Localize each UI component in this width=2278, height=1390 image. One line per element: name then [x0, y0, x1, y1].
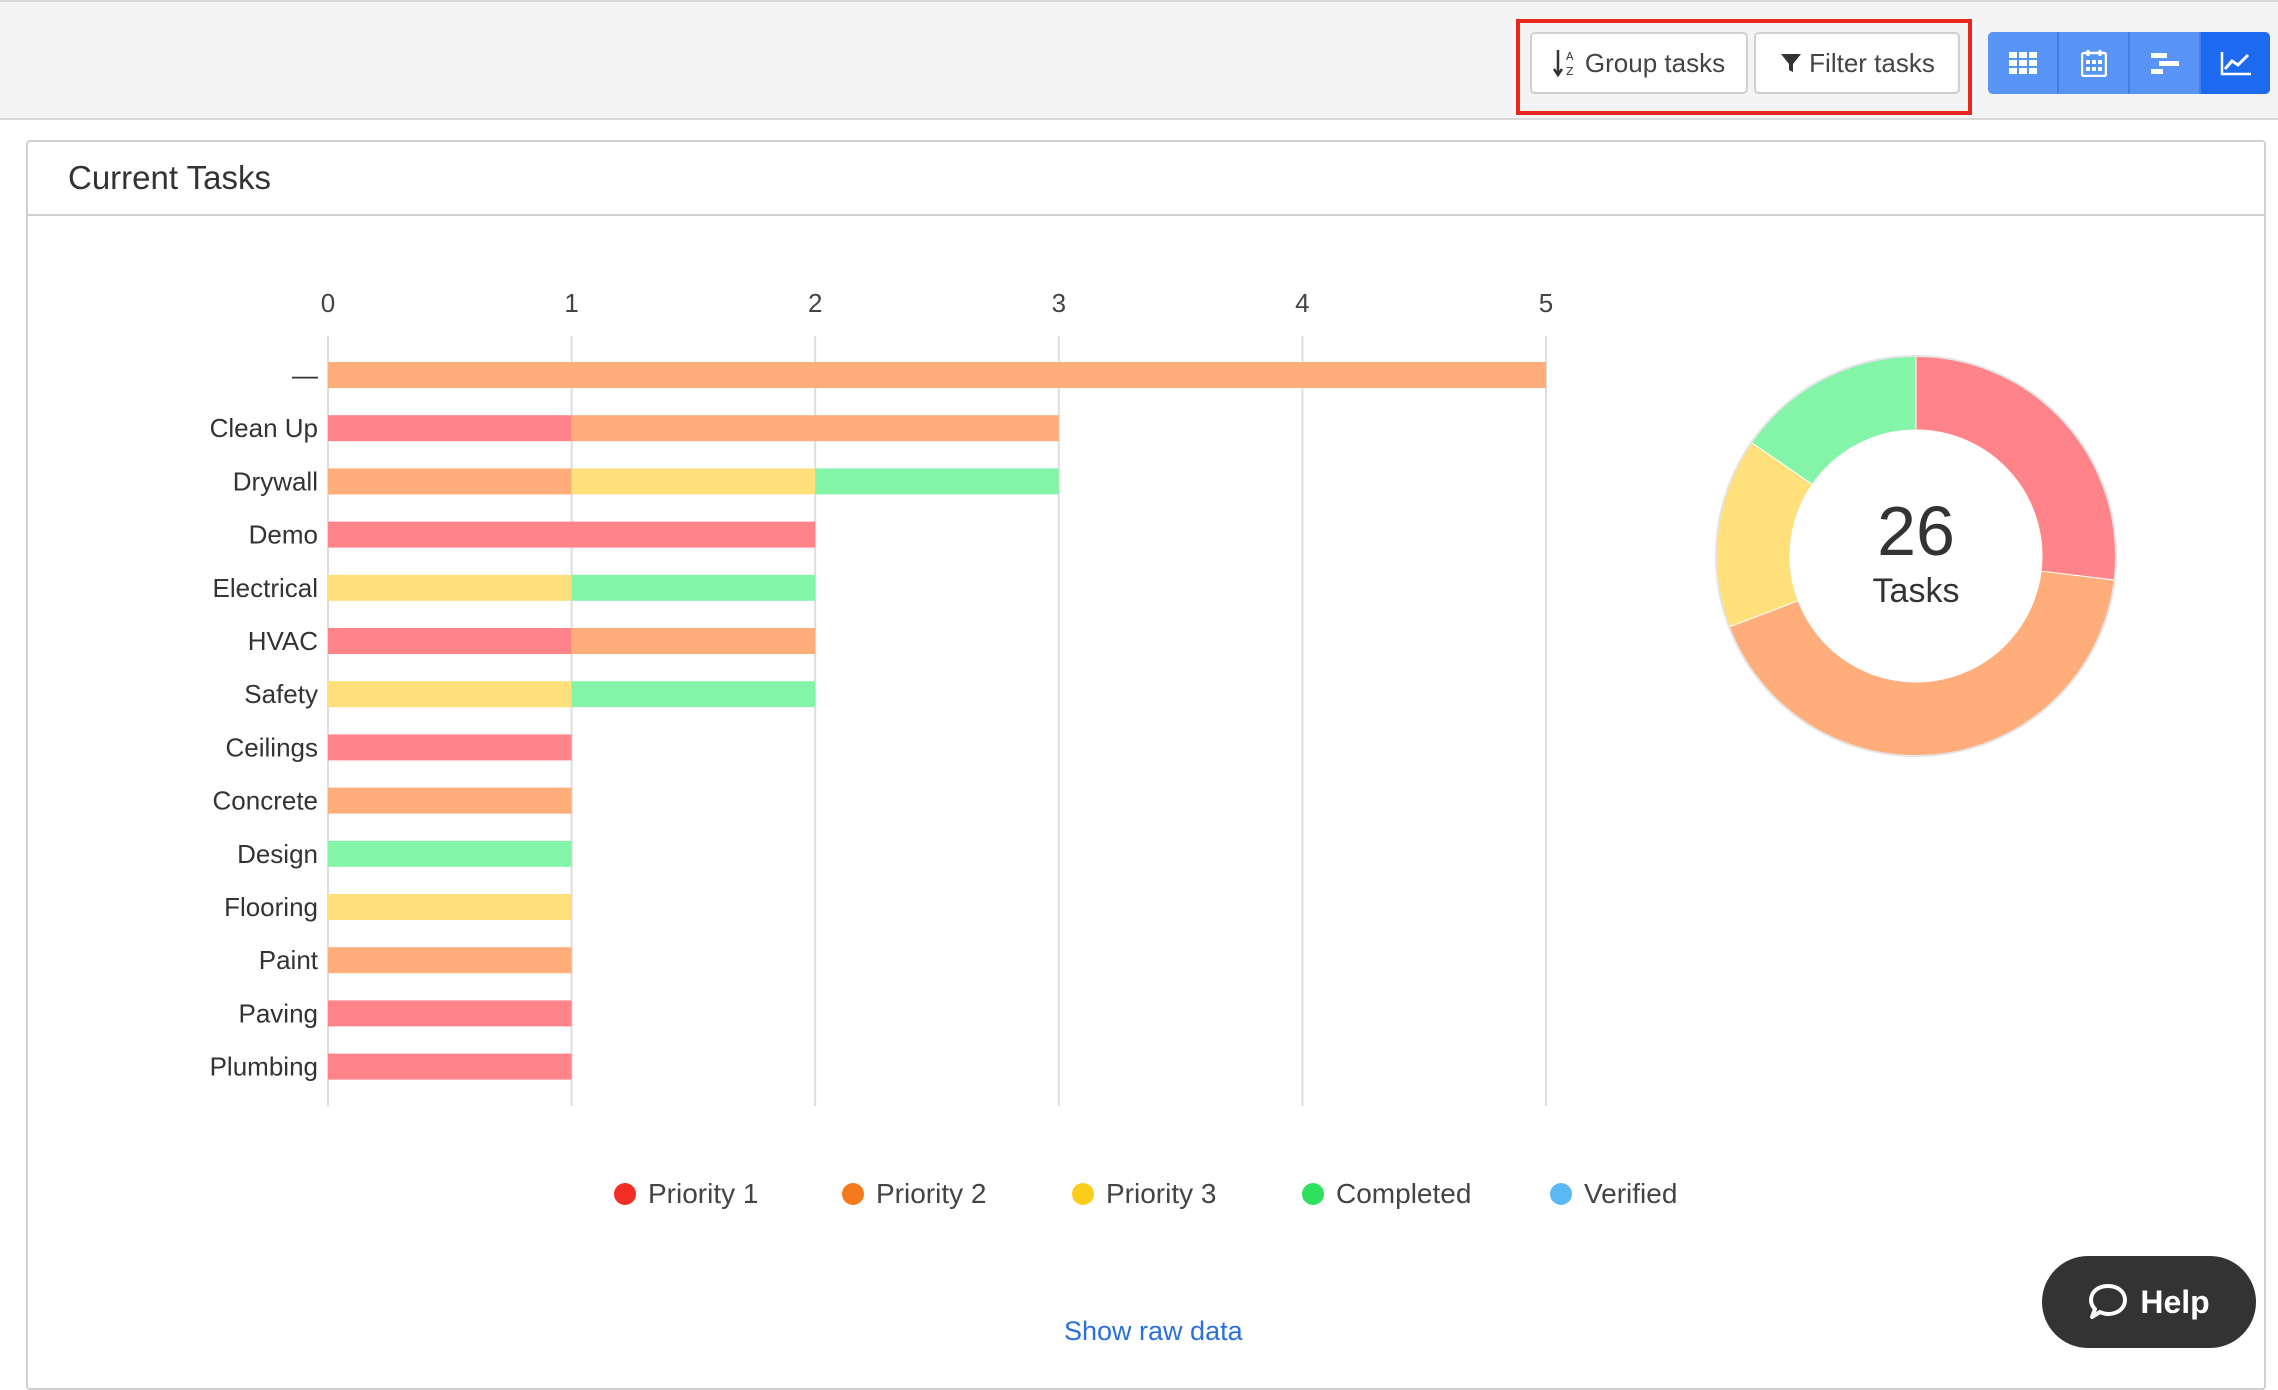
- bar-segment[interactable]: [328, 468, 572, 495]
- category-label: Design: [237, 839, 318, 869]
- chart-gridlines: [327, 336, 1547, 1106]
- bar-segment[interactable]: [328, 787, 572, 814]
- category-label: HVAC: [248, 626, 318, 656]
- current-tasks-panel: Current Tasks: [26, 140, 2266, 1390]
- bar-segment[interactable]: [571, 681, 816, 708]
- bar-segment[interactable]: [328, 521, 816, 548]
- legend-item[interactable]: Priority 3: [1072, 1178, 1216, 1210]
- donut-total-count: 26: [1877, 492, 1955, 570]
- legend-label: Completed: [1336, 1178, 1472, 1209]
- bar-segment[interactable]: [571, 628, 816, 654]
- category-label: Flooring: [224, 892, 318, 922]
- donut-outline: [1715, 355, 2117, 757]
- category-label: Paint: [259, 945, 319, 975]
- legend-label: Verified: [1584, 1178, 1678, 1209]
- legend-label: Priority 2: [876, 1178, 987, 1209]
- x-tick-label: 3: [1052, 288, 1066, 318]
- bar-segment[interactable]: [328, 894, 572, 920]
- chart-view-button[interactable]: [2201, 32, 2270, 94]
- filter-tasks-label: Filter tasks: [1809, 47, 1935, 78]
- bar-segment[interactable]: [328, 681, 572, 708]
- bar-segment[interactable]: [328, 734, 572, 761]
- legend-item[interactable]: Verified: [1550, 1178, 1677, 1210]
- grid-icon: [2008, 52, 2037, 74]
- bar-segment[interactable]: [328, 1053, 572, 1080]
- donut-chart: [1715, 355, 2117, 757]
- filter-tasks-button[interactable]: Filter tasks: [1754, 32, 1960, 94]
- legend-dot-icon: [1072, 1183, 1094, 1205]
- bar-segment[interactable]: [571, 415, 1059, 442]
- filter-icon: [1781, 54, 1802, 72]
- bar-segment[interactable]: [328, 415, 572, 442]
- gantt-view-button[interactable]: [2130, 32, 2201, 94]
- svg-text:Z: Z: [1566, 65, 1574, 78]
- bar-segment[interactable]: [328, 947, 572, 974]
- x-tick-label: 2: [808, 288, 822, 318]
- view-switcher: [1988, 32, 2270, 94]
- legend-dot-icon: [842, 1183, 864, 1205]
- help-button[interactable]: Help: [2042, 1256, 2256, 1348]
- x-tick-label: 1: [564, 288, 578, 318]
- bar-segment[interactable]: [328, 362, 1546, 388]
- category-label: Demo: [249, 520, 318, 550]
- category-label: Clean Up: [210, 413, 318, 443]
- category-label: Ceilings: [226, 732, 319, 762]
- chat-bubble-icon: [2089, 1284, 2128, 1319]
- group-tasks-button[interactable]: A Z Group tasks: [1530, 32, 1748, 94]
- line-chart-icon: [2220, 52, 2251, 76]
- stacked-bars: [328, 362, 1546, 1080]
- calendar-view-button[interactable]: [2059, 32, 2130, 94]
- legend-dot-icon: [614, 1183, 636, 1205]
- group-tasks-label: Group tasks: [1584, 47, 1726, 78]
- svg-text:A: A: [1566, 50, 1574, 63]
- legend-label: Priority 3: [1106, 1178, 1217, 1209]
- gantt-icon: [2150, 53, 2179, 74]
- bar-segment[interactable]: [328, 628, 572, 654]
- legend-dot-icon: [1302, 1183, 1324, 1205]
- grid-view-button[interactable]: [1988, 32, 2059, 94]
- x-tick-label: 5: [1539, 288, 1553, 318]
- y-axis-categories: — Clean Up Drywall Demo Electrical HVAC Safety…: [210, 360, 319, 1082]
- donut-total-label: Tasks: [1873, 572, 1960, 610]
- category-label: Plumbing: [210, 1052, 318, 1082]
- category-label: Drywall: [233, 466, 318, 496]
- legend-item[interactable]: Priority 1: [614, 1178, 758, 1210]
- category-label: Paving: [239, 998, 319, 1028]
- legend-dot-icon: [1550, 1183, 1572, 1205]
- x-tick-label: 0: [321, 288, 335, 318]
- show-raw-data-link[interactable]: Show raw data: [1064, 1316, 1243, 1346]
- category-label: Safety: [244, 679, 318, 709]
- category-label: Electrical: [213, 573, 318, 603]
- bar-segment[interactable]: [328, 840, 572, 867]
- help-label: Help: [2140, 1283, 2210, 1320]
- category-label: Concrete: [213, 786, 319, 816]
- sort-az-icon: A Z: [1552, 50, 1574, 78]
- calendar-icon: [2080, 50, 2107, 77]
- legend-label: Priority 1: [648, 1178, 759, 1209]
- bar-segment[interactable]: [571, 468, 816, 495]
- bar-segment[interactable]: [328, 1000, 572, 1027]
- bar-segment[interactable]: [328, 574, 572, 601]
- x-tick-label: 4: [1295, 288, 1309, 318]
- legend-item[interactable]: Priority 2: [842, 1178, 986, 1210]
- legend-item[interactable]: Completed: [1302, 1178, 1471, 1210]
- category-label: —: [292, 360, 318, 390]
- bar-segment[interactable]: [815, 468, 1059, 495]
- top-toolbar: A Z Group tasks Filter tasks: [0, 0, 2278, 120]
- highlight-annotation: [1516, 19, 1972, 115]
- bar-segment[interactable]: [571, 574, 816, 601]
- panel-title: Current Tasks: [28, 142, 2264, 216]
- x-axis-ticks: 0 1 2 3 4 5: [321, 288, 1553, 318]
